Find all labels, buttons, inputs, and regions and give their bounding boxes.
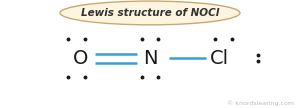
Ellipse shape xyxy=(60,1,240,25)
Text: © knordslearing.com: © knordslearing.com xyxy=(227,100,294,106)
Text: O: O xyxy=(73,49,89,68)
Text: Lewis structure of NOCl: Lewis structure of NOCl xyxy=(81,8,219,18)
Text: N: N xyxy=(143,49,157,68)
Text: Cl: Cl xyxy=(209,49,229,68)
